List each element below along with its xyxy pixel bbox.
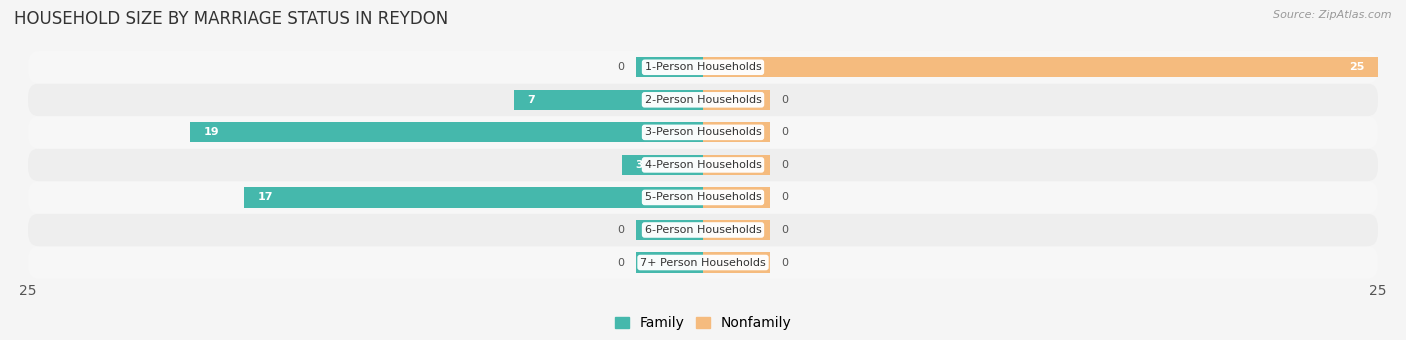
FancyBboxPatch shape: [28, 149, 1378, 181]
Text: 3: 3: [636, 160, 643, 170]
FancyBboxPatch shape: [28, 214, 1378, 246]
Text: 17: 17: [257, 192, 273, 202]
FancyBboxPatch shape: [28, 181, 1378, 214]
Text: 0: 0: [782, 225, 789, 235]
Bar: [190, 122, 703, 142]
Text: 0: 0: [782, 128, 789, 137]
Text: 25: 25: [1348, 62, 1364, 72]
Bar: [703, 187, 770, 207]
Bar: [703, 57, 1378, 78]
Bar: [636, 252, 703, 273]
Text: 4-Person Households: 4-Person Households: [644, 160, 762, 170]
Bar: [515, 90, 703, 110]
Text: 0: 0: [617, 62, 624, 72]
Text: 0: 0: [782, 257, 789, 268]
Text: 0: 0: [782, 160, 789, 170]
Bar: [703, 122, 770, 142]
Text: HOUSEHOLD SIZE BY MARRIAGE STATUS IN REYDON: HOUSEHOLD SIZE BY MARRIAGE STATUS IN REY…: [14, 10, 449, 28]
Text: 6-Person Households: 6-Person Households: [644, 225, 762, 235]
Text: 7+ Person Households: 7+ Person Households: [640, 257, 766, 268]
Text: Source: ZipAtlas.com: Source: ZipAtlas.com: [1274, 10, 1392, 20]
FancyBboxPatch shape: [28, 246, 1378, 279]
Text: 0: 0: [782, 192, 789, 202]
Text: 7: 7: [527, 95, 536, 105]
Bar: [703, 90, 770, 110]
Text: 0: 0: [617, 225, 624, 235]
FancyBboxPatch shape: [28, 84, 1378, 116]
Bar: [636, 220, 703, 240]
FancyBboxPatch shape: [28, 51, 1378, 84]
FancyBboxPatch shape: [28, 116, 1378, 149]
Text: 2-Person Households: 2-Person Households: [644, 95, 762, 105]
Bar: [703, 155, 770, 175]
Bar: [703, 252, 770, 273]
Text: 5-Person Households: 5-Person Households: [644, 192, 762, 202]
Text: 0: 0: [782, 95, 789, 105]
Text: 3-Person Households: 3-Person Households: [644, 128, 762, 137]
Text: 0: 0: [617, 257, 624, 268]
Bar: [245, 187, 703, 207]
Legend: Family, Nonfamily: Family, Nonfamily: [609, 310, 797, 336]
Bar: [621, 155, 703, 175]
Bar: [703, 220, 770, 240]
Text: 19: 19: [204, 128, 219, 137]
Text: 1-Person Households: 1-Person Households: [644, 62, 762, 72]
Bar: [636, 57, 703, 78]
